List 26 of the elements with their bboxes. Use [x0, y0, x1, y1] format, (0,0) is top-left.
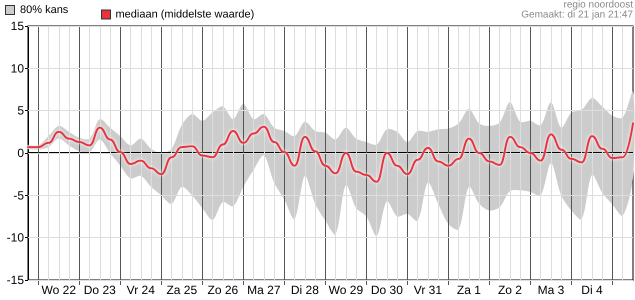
y-tick-label: 15 — [10, 19, 24, 33]
x-tick-label: Di 4 — [581, 283, 603, 297]
y-tick-label: 10 — [10, 61, 24, 76]
y-tick-label: 0 — [17, 146, 24, 160]
text: 80% kans — [20, 4, 68, 16]
x-tick-label: Vr 31 — [414, 283, 442, 297]
legend-label: mediaan (middelste waarde) — [116, 8, 254, 20]
y-tick-label: -5 — [13, 188, 24, 202]
x-tick-label: Wo 22 — [42, 283, 76, 297]
y-tick-label: -10 — [6, 230, 24, 245]
x-tick-label: Di 28 — [290, 283, 320, 297]
y-tick-label: 5 — [17, 104, 24, 118]
x-tick-label: Zo 2 — [498, 283, 522, 297]
x-tick-label: Do 23 — [84, 283, 116, 297]
x-tick-label: Za 1 — [456, 283, 482, 297]
x-tick-label: Ma 27 — [247, 283, 281, 297]
text: Gemaakt: di 21 jan 21:47 — [521, 10, 634, 20]
y-tick-label: -15 — [6, 273, 24, 287]
x-tick-label: Ma 3 — [538, 283, 565, 297]
x-tick-label: Wo 29 — [328, 283, 364, 297]
x-tick-label: Zo 26 — [207, 283, 238, 297]
x-tick-label: Vr 24 — [126, 283, 156, 297]
x-tick-label: Za 25 — [166, 283, 198, 297]
text: regio noordoost — [564, 0, 634, 10]
x-tick-label: Do 30 — [370, 283, 404, 297]
line-series — [27, 122, 634, 183]
